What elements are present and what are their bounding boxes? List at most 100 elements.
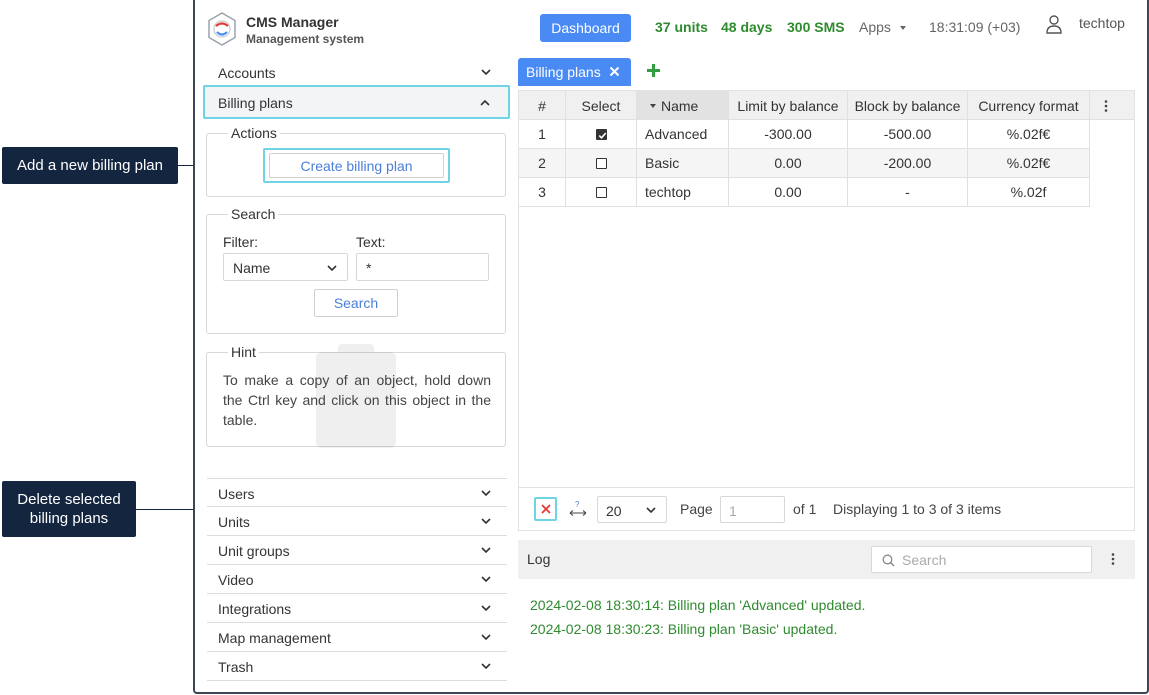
sidebar-item-label: Billing plans	[218, 95, 293, 111]
row-checkbox[interactable]	[595, 186, 607, 198]
sidebar-item-users[interactable]: Users	[207, 478, 507, 507]
user-icon[interactable]	[1046, 14, 1062, 34]
dashboard-button[interactable]: Dashboard	[540, 14, 631, 42]
displaying-summary: Displaying 1 to 3 of 3 items	[833, 501, 1002, 517]
column-header-name[interactable]: Name	[637, 91, 729, 120]
chevron-down-icon	[481, 490, 491, 497]
cell-block: -500.00	[848, 120, 968, 148]
sidebar-item-trash[interactable]: Trash	[207, 652, 507, 681]
per-page-select[interactable]: 20	[597, 496, 667, 523]
clipboard-icon	[316, 344, 396, 448]
filter-select-value: Name	[233, 260, 271, 276]
sidebar-item-integrations[interactable]: Integrations	[207, 594, 507, 623]
table-row[interactable]: 3 techtop 0.00- %.02f	[519, 178, 1090, 207]
sidebar-item-unit-groups[interactable]: Unit groups	[207, 536, 507, 565]
cell-block: -200.00	[848, 149, 968, 177]
table-header: # Select Name Limit by balance Block by …	[519, 91, 1134, 120]
filter-select[interactable]: Name	[223, 253, 348, 281]
sidebar-item-label: Map management	[218, 630, 331, 646]
chevron-down-icon	[481, 69, 491, 76]
cell-number: 1	[519, 120, 566, 148]
sidebar-item-accounts[interactable]: Accounts	[207, 58, 507, 87]
search-text-input[interactable]: *	[356, 253, 489, 281]
log-menu-icon[interactable]	[1106, 552, 1120, 566]
delete-icon	[541, 504, 551, 514]
cell-number: 3	[519, 178, 566, 206]
chevron-down-icon	[481, 634, 491, 641]
row-checkbox[interactable]	[595, 128, 607, 140]
callout-add-billing-plan: Add a new billing plan	[2, 147, 178, 184]
search-button[interactable]: Search	[314, 289, 398, 317]
log-search-input[interactable]: Search	[871, 546, 1092, 573]
column-header-block[interactable]: Block by balance	[848, 91, 968, 120]
sidebar-item-label: Video	[218, 572, 254, 588]
username[interactable]: techtop	[1079, 15, 1125, 31]
tab-billing-plans[interactable]: Billing plans	[518, 58, 631, 86]
callout-delete-billing-plans: Delete selected billing plans	[2, 481, 136, 537]
billing-plans-table: # Select Name Limit by balance Block by …	[518, 90, 1135, 531]
column-header-limit[interactable]: Limit by balance	[729, 91, 848, 120]
cell-select	[566, 178, 637, 206]
sort-desc-icon	[650, 103, 656, 108]
actions-panel	[206, 133, 506, 197]
log-header: Log Search	[518, 540, 1135, 579]
units-count[interactable]: 37 units	[655, 19, 708, 35]
table-row[interactable]: 1 Advanced -300.00 -500.00 %.02f€	[519, 120, 1090, 149]
pager	[518, 487, 1135, 531]
search-legend: Search	[228, 206, 279, 222]
delete-selected-button[interactable]	[534, 497, 557, 521]
column-header-number[interactable]: #	[519, 91, 566, 120]
hint-text: To make a copy of an object, hold down t…	[223, 372, 491, 428]
column-header-select[interactable]: Select	[566, 91, 637, 120]
cell-currency: %.02f	[968, 178, 1090, 206]
cell-select	[566, 149, 637, 177]
row-checkbox[interactable]	[595, 157, 607, 169]
days-count[interactable]: 48 days	[721, 19, 773, 35]
sidebar-item-label: Unit groups	[218, 543, 290, 559]
page-label: Page	[680, 501, 713, 517]
sidebar-item-map-management[interactable]: Map management	[207, 623, 507, 652]
cell-block: -	[848, 178, 968, 206]
cell-name: Basic	[637, 149, 729, 177]
create-billing-plan-button[interactable]: Create billing plan	[269, 153, 444, 178]
sidebar-item-video[interactable]: Video	[207, 565, 507, 594]
filter-label: Filter:	[223, 234, 258, 250]
cell-limit: 0.00	[729, 149, 848, 177]
close-icon[interactable]	[609, 66, 620, 77]
search-icon	[882, 554, 895, 567]
apps-caret-icon[interactable]	[900, 26, 906, 30]
chevron-down-icon	[481, 663, 491, 670]
sms-count[interactable]: 300 SMS	[787, 19, 845, 35]
cell-number: 2	[519, 149, 566, 177]
search-panel	[206, 214, 506, 334]
sidebar-item-label: Units	[218, 514, 250, 530]
column-menu-icon[interactable]	[1099, 99, 1113, 113]
sidebar-item-label: Users	[218, 486, 255, 502]
cell-name: techtop	[637, 178, 729, 206]
sidebar-item-billing-plans[interactable]: Billing plans	[203, 85, 510, 119]
sidebar-item-units[interactable]: Units	[207, 507, 507, 536]
svg-text:?: ?	[575, 500, 580, 509]
per-page-value: 20	[606, 503, 622, 519]
actions-legend: Actions	[228, 125, 280, 141]
auto-size-columns-icon[interactable]: ?	[569, 500, 587, 518]
app-title: CMS Manager	[246, 14, 339, 30]
cell-currency: %.02f€	[968, 149, 1090, 177]
clock: 18:31:09 (+03)	[929, 19, 1021, 35]
cell-name: Advanced	[637, 120, 729, 148]
cell-limit: -300.00	[729, 120, 848, 148]
chevron-down-icon	[481, 518, 491, 525]
logo-icon	[208, 12, 236, 46]
add-tab-icon[interactable]	[646, 63, 661, 78]
log-search-placeholder: Search	[902, 552, 947, 568]
column-header-name-label: Name	[661, 97, 699, 114]
chevron-down-icon	[481, 605, 491, 612]
app-subtitle: Management system	[246, 32, 365, 46]
table-row[interactable]: 2 Basic 0.00 -200.00 %.02f€	[519, 149, 1090, 178]
column-header-currency[interactable]: Currency format	[968, 91, 1090, 120]
page-total: of 1	[793, 501, 817, 517]
page-number-input[interactable]: 1	[720, 496, 785, 523]
chevron-down-icon	[481, 547, 491, 554]
apps-menu[interactable]: Apps	[859, 19, 891, 35]
chevron-down-icon	[327, 265, 337, 272]
